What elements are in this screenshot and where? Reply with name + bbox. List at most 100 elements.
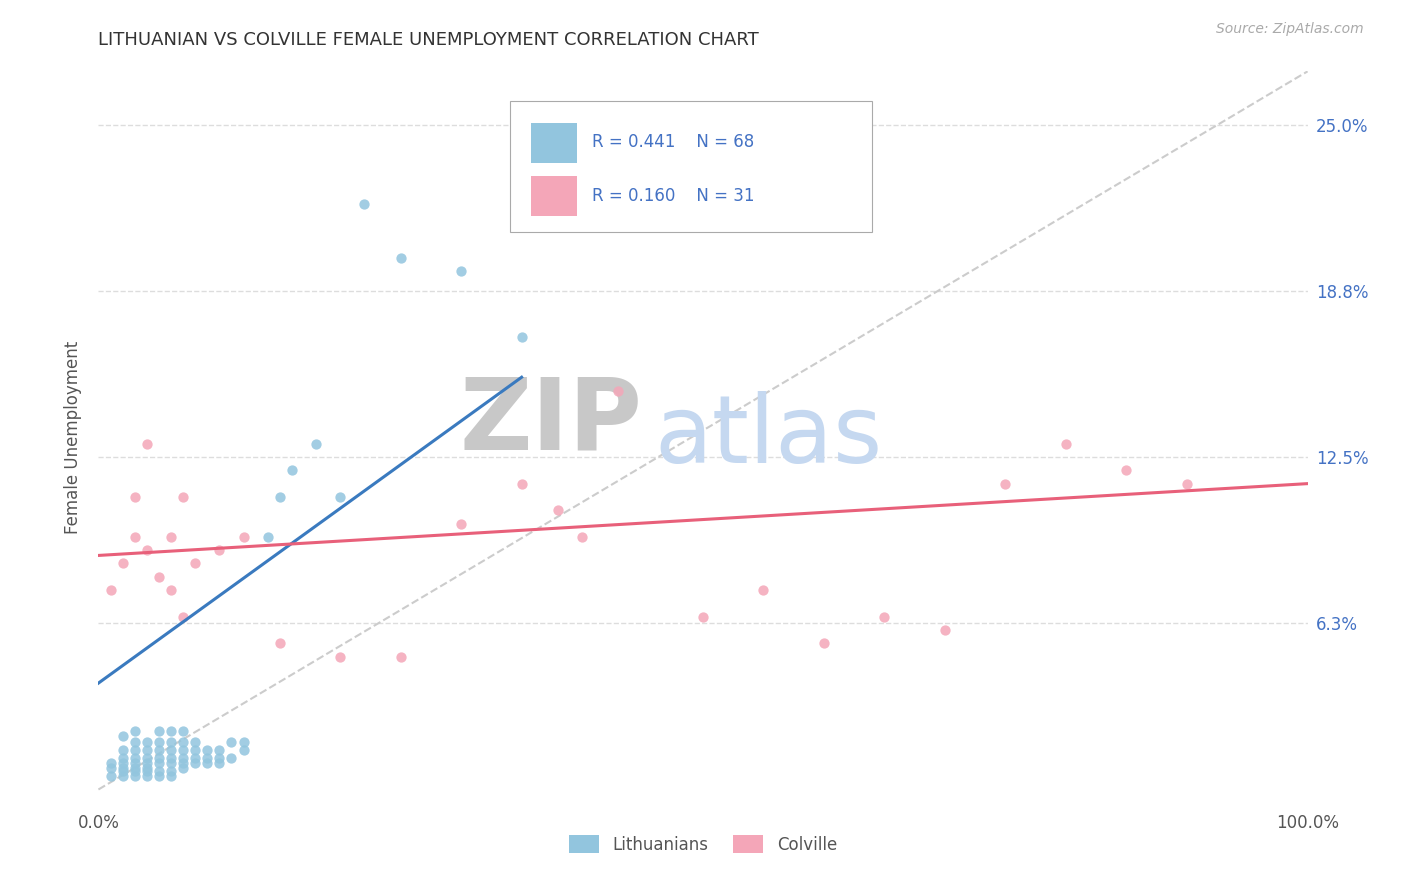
FancyBboxPatch shape [531,122,578,163]
Point [221,750,243,764]
Point [813,636,835,650]
Point [195,742,218,756]
Point [124,742,146,756]
Point [450,264,472,278]
Text: R = 0.441    N = 68: R = 0.441 N = 68 [592,133,754,152]
Point [172,723,194,738]
Point [305,436,328,450]
Point [571,530,593,544]
Point [232,734,254,748]
Point [160,742,183,756]
Point [124,490,146,504]
Point [1054,436,1077,450]
Point [184,557,207,571]
Point [547,503,569,517]
Point [172,750,194,764]
Point [281,463,304,477]
Point [124,761,146,775]
Point [994,476,1017,491]
Point [607,384,630,398]
Text: R = 0.160    N = 31: R = 0.160 N = 31 [592,186,754,204]
Point [934,623,956,637]
Point [1115,463,1137,477]
Point [1175,476,1198,491]
Point [160,750,183,764]
Text: Source: ZipAtlas.com: Source: ZipAtlas.com [1216,22,1364,37]
Point [184,756,207,770]
Point [124,723,146,738]
Point [160,582,183,597]
Point [184,734,207,748]
Point [135,436,157,450]
Point [111,764,134,778]
Point [389,251,412,265]
Text: ZIP: ZIP [460,374,643,471]
Point [256,530,278,544]
Point [873,609,896,624]
Point [148,734,170,748]
Point [148,570,170,584]
FancyBboxPatch shape [509,101,872,232]
Point [111,761,134,775]
Point [124,530,146,544]
Point [208,750,231,764]
Point [208,742,231,756]
Point [450,516,472,531]
Point [148,742,170,756]
Point [195,750,218,764]
Point [111,769,134,783]
Point [111,557,134,571]
Point [208,756,231,770]
Point [752,582,775,597]
Y-axis label: Female Unemployment: Female Unemployment [65,341,83,533]
Point [172,734,194,748]
Point [232,742,254,756]
Point [135,756,157,770]
Point [148,750,170,764]
Point [160,769,183,783]
Point [353,197,375,211]
Point [135,750,157,764]
Point [232,530,254,544]
Legend: Lithuanians, Colville: Lithuanians, Colville [562,829,844,860]
Point [208,543,231,558]
Point [184,750,207,764]
Text: LITHUANIAN VS COLVILLE FEMALE UNEMPLOYMENT CORRELATION CHART: LITHUANIAN VS COLVILLE FEMALE UNEMPLOYME… [98,31,759,49]
Point [135,769,157,783]
Point [148,756,170,770]
Point [160,723,183,738]
Point [269,636,291,650]
Point [100,756,122,770]
Point [111,756,134,770]
Point [221,734,243,748]
Point [510,330,533,344]
Point [389,649,412,664]
Point [148,723,170,738]
Point [135,734,157,748]
Point [135,764,157,778]
Point [160,764,183,778]
Point [124,769,146,783]
Point [100,769,122,783]
Point [172,756,194,770]
Point [124,756,146,770]
Point [111,750,134,764]
Point [184,742,207,756]
Point [124,750,146,764]
Point [148,769,170,783]
Point [269,490,291,504]
Point [329,490,352,504]
Point [111,742,134,756]
Point [135,543,157,558]
Point [111,729,134,743]
Point [329,649,352,664]
Point [135,742,157,756]
Point [135,761,157,775]
Point [172,761,194,775]
Point [172,609,194,624]
FancyBboxPatch shape [531,176,578,216]
Point [195,756,218,770]
Point [692,609,714,624]
Point [148,764,170,778]
Point [124,734,146,748]
